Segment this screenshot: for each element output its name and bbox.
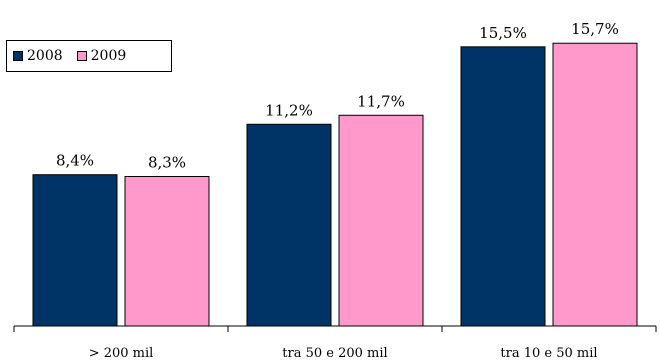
legend-label-2008: 2008 [27,48,63,64]
data-label-2009-2: 15,7% [571,20,619,38]
legend-item-2008: 2008 [13,48,63,64]
bar-2008-1 [246,123,332,327]
bar-2009-2 [552,42,638,327]
category-label-0: > 200 mil [89,346,154,361]
legend-item-2009: 2009 [76,48,127,64]
legend-label-2009: 2009 [90,48,127,64]
bar-2009-1 [338,114,424,327]
legend-swatch-2009 [76,51,87,61]
data-label-2009-1: 11,7% [357,92,405,110]
data-label-2008-2: 15,5% [479,24,527,42]
legend: 2008 2009 [6,40,172,72]
bar-2008-2 [460,46,546,327]
bar-2009-0 [124,176,210,327]
category-label-2: tra 10 e 50 mil [500,346,597,361]
category-label-1: tra 50 e 200 mil [282,346,387,361]
data-label-2008-0: 8,4% [56,152,94,170]
legend-swatch-2008 [13,51,23,61]
data-label-2009-0: 8,3% [148,154,186,172]
data-label-2008-1: 11,2% [265,101,313,119]
bar-2008-0 [32,174,118,327]
